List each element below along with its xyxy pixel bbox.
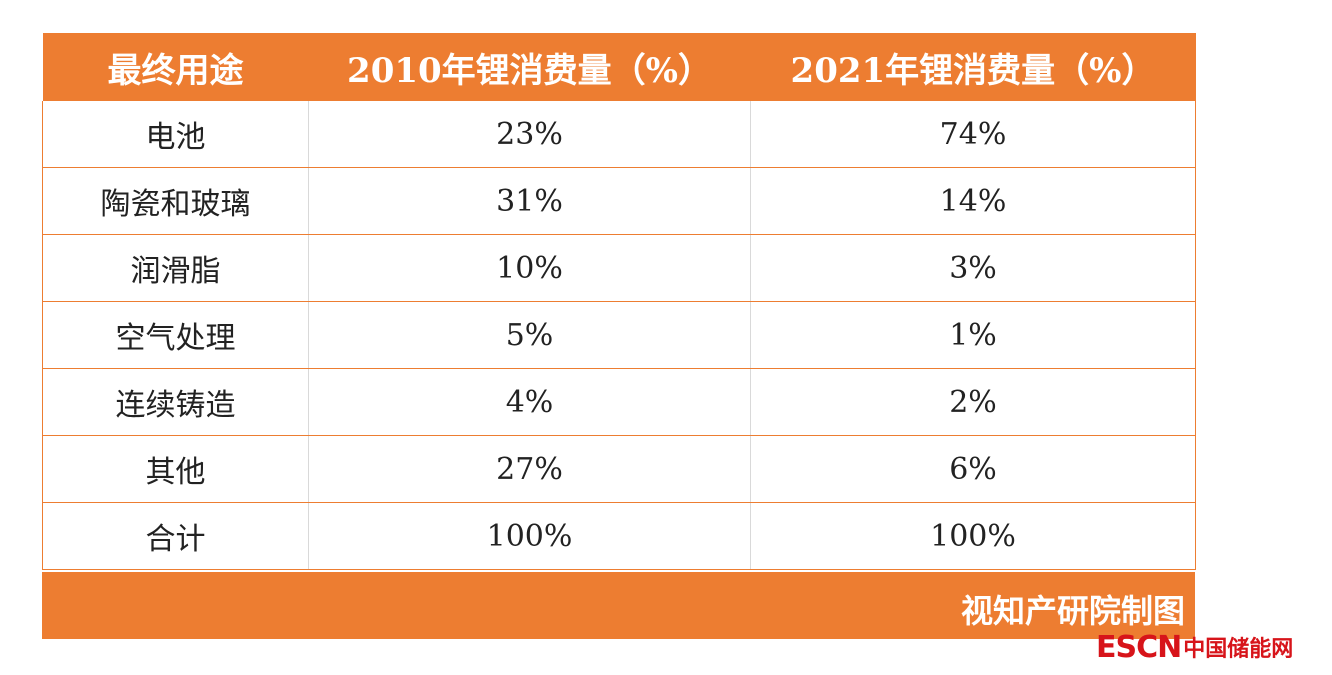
cell-end-use: 连续铸造 (42, 368, 309, 436)
cell-2010-value: 5% (308, 301, 751, 369)
cell-end-use: 电池 (42, 101, 309, 168)
cell-end-use: 空气处理 (42, 301, 309, 369)
cell-2021-value: 1% (750, 301, 1196, 369)
logo-latin-text: ESCN (1096, 629, 1182, 665)
table-row: 电池 23% 74% (42, 101, 1196, 168)
header-cell-end-use: 最终用途 (42, 33, 309, 101)
escn-logo: ESCN 中国储能网 (1096, 629, 1294, 665)
header-cell-2010: 2010年锂消费量（%） (308, 33, 751, 101)
header-cell-2021: 2021年锂消费量（%） (750, 33, 1196, 101)
lithium-consumption-table: 最终用途 2010年锂消费量（%） 2021年锂消费量（%） 电池 23% 74… (42, 33, 1196, 570)
cell-2010-value: 10% (308, 234, 751, 302)
cell-2010-value: 31% (308, 167, 751, 235)
cell-2010-value: 100% (308, 502, 751, 570)
table-row: 润滑脂 10% 3% (42, 234, 1196, 302)
cell-2021-value: 2% (750, 368, 1196, 436)
cell-end-use: 润滑脂 (42, 234, 309, 302)
cell-2010-value: 27% (308, 435, 751, 503)
logo-cn-text: 中国储能网 (1183, 637, 1294, 662)
footer-credit: 视知产研院制图 (960, 592, 1185, 630)
cell-2021-value: 74% (750, 101, 1196, 168)
cell-2010-value: 4% (308, 368, 751, 436)
cell-2021-value: 6% (750, 435, 1196, 503)
cell-end-use: 合计 (42, 502, 309, 570)
cell-2021-value: 14% (750, 167, 1196, 235)
table-row: 合计 100% 100% (42, 502, 1196, 570)
table-row: 连续铸造 4% 2% (42, 368, 1196, 436)
data-table: 最终用途 2010年锂消费量（%） 2021年锂消费量（%） 电池 23% 74… (42, 33, 1196, 570)
cell-2010-value: 23% (308, 101, 751, 168)
table-row: 陶瓷和玻璃 31% 14% (42, 167, 1196, 235)
cell-end-use: 其他 (42, 435, 309, 503)
table-row: 空气处理 5% 1% (42, 301, 1196, 369)
footer-band: 视知产研院制图 (42, 572, 1195, 639)
cell-2021-value: 3% (750, 234, 1196, 302)
table-row: 其他 27% 6% (42, 435, 1196, 503)
cell-2021-value: 100% (750, 502, 1196, 570)
cell-end-use: 陶瓷和玻璃 (42, 167, 309, 235)
header-row: 最终用途 2010年锂消费量（%） 2021年锂消费量（%） (42, 33, 1196, 101)
